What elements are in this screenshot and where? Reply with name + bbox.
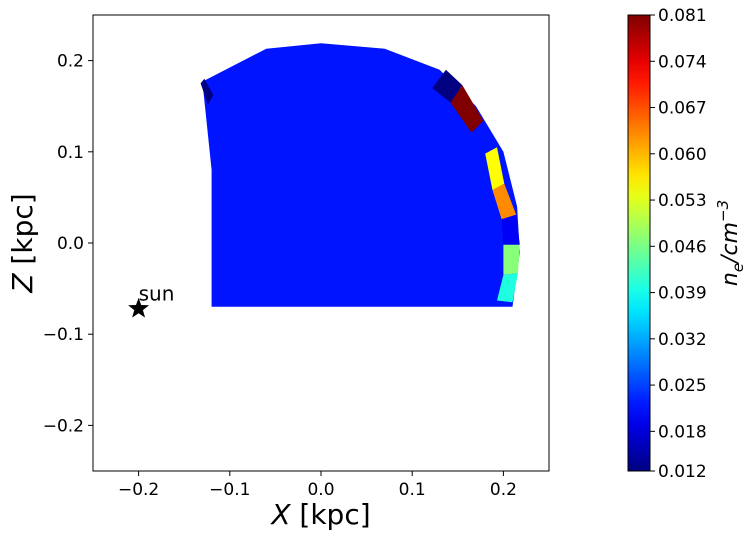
colorbar-tick-label: 0.067 — [658, 99, 707, 119]
colorbar-tick-label: 0.053 — [658, 191, 707, 211]
colorbar-label: ne/cm−3 — [714, 200, 747, 286]
colorbar-tick-label: 0.074 — [658, 52, 707, 72]
density-cell-8 — [497, 273, 518, 303]
colorbar-tick-label: 0.018 — [658, 422, 707, 442]
x-tick-label: 0.1 — [399, 480, 426, 500]
colorbar-tick-label: 0.032 — [658, 330, 707, 350]
axis-labels: X [kpc]Z [kpc]ne/cm−3 — [6, 193, 747, 531]
x-tick-label: 0.0 — [307, 480, 334, 500]
plot-area: sun — [128, 43, 520, 318]
sun-label: sun — [139, 282, 175, 306]
y-tick-label: 0.2 — [57, 52, 84, 72]
density-cell-2 — [432, 69, 463, 103]
x-tick-label: −0.1 — [209, 480, 250, 500]
density-cell-5 — [492, 183, 517, 220]
density-cell-3 — [450, 85, 484, 133]
colorbar-tick-label: 0.012 — [658, 462, 707, 482]
sun-star-marker — [128, 297, 150, 318]
x-axis-label-unit: [kpc] — [291, 498, 371, 531]
x-tick-label: 0.2 — [490, 480, 517, 500]
y-axis: 0.2 0.1 0.0 −0.1 −0.2 — [43, 52, 93, 436]
y-axis-label: Z [kpc] — [6, 193, 39, 293]
x-tick-label: −0.2 — [118, 480, 159, 500]
density-cell-1 — [200, 78, 214, 105]
x-axis-label: X [kpc] — [269, 498, 370, 531]
x-axis: −0.2 −0.1 0.0 0.1 0.2 — [118, 471, 517, 500]
y-tick-label: −0.2 — [43, 416, 84, 436]
x-axis-label-var: X — [269, 498, 291, 531]
colorbar-tick-label: 0.060 — [658, 145, 707, 165]
y-tick-label: 0.0 — [57, 234, 84, 254]
y-axis-label-unit: [kpc] — [6, 193, 39, 273]
density-cell-7 — [503, 244, 520, 275]
y-tick-label: −0.1 — [43, 325, 84, 345]
colorbar: 0.081 0.074 0.067 0.060 0.053 0.046 0.039 0.032… — [627, 6, 707, 482]
colorbar-tick-label: 0.039 — [658, 284, 707, 304]
colorbar-gradient — [627, 14, 651, 472]
y-axis-label-var: Z — [6, 273, 39, 294]
colorbar-tick-label: 0.025 — [658, 376, 707, 396]
y-tick-label: 0.1 — [57, 143, 84, 163]
density-region — [202, 43, 520, 307]
density-cell-6 — [501, 214, 520, 245]
colorbar-tick-label: 0.046 — [658, 237, 707, 257]
density-cell-4 — [485, 147, 505, 191]
colorbar-tick-label: 0.081 — [658, 6, 707, 26]
